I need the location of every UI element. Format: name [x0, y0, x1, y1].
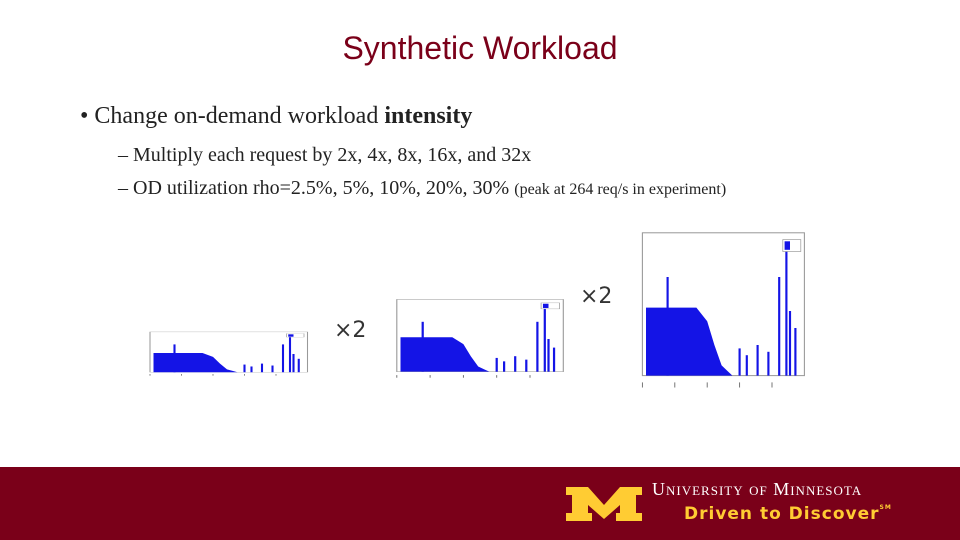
bullet-bold: intensity	[384, 103, 473, 129]
subbullet-text: OD utilization rho=2.5%, 5%, 10%, 20%, 3…	[133, 177, 510, 199]
logo-m	[566, 487, 642, 521]
university-name: University of Minnesota	[652, 479, 863, 499]
subbullet: – OD utilization rho=2.5%, 5%, 10%, 20%,…	[118, 177, 727, 199]
multiplier: ×2	[580, 284, 613, 309]
subbullet-note: (peak at 264 req/s in experiment)	[514, 181, 727, 198]
subbullet-text: Multiply each request by 2x, 4x, 8x, 16x…	[133, 144, 532, 166]
workload-plot	[395, 298, 565, 379]
bullet-text: Change on-demand workload	[94, 103, 379, 129]
tagline: Driven to DiscoverSM	[684, 504, 892, 524]
subbullet: – Multiply each request by 2x, 4x, 8x, 1…	[118, 144, 532, 166]
workload-plot	[641, 231, 806, 389]
bullet: • Change on-demand workload intensity	[80, 103, 473, 129]
workload-plot	[148, 330, 309, 377]
footer: University of Minnesota Driven to Discov…	[0, 467, 960, 540]
multiplier: ×2	[334, 318, 367, 343]
tagline-text: Driven to Discover	[684, 504, 880, 524]
slide-title: Synthetic Workload	[342, 30, 618, 66]
service-mark: SM	[879, 504, 892, 511]
